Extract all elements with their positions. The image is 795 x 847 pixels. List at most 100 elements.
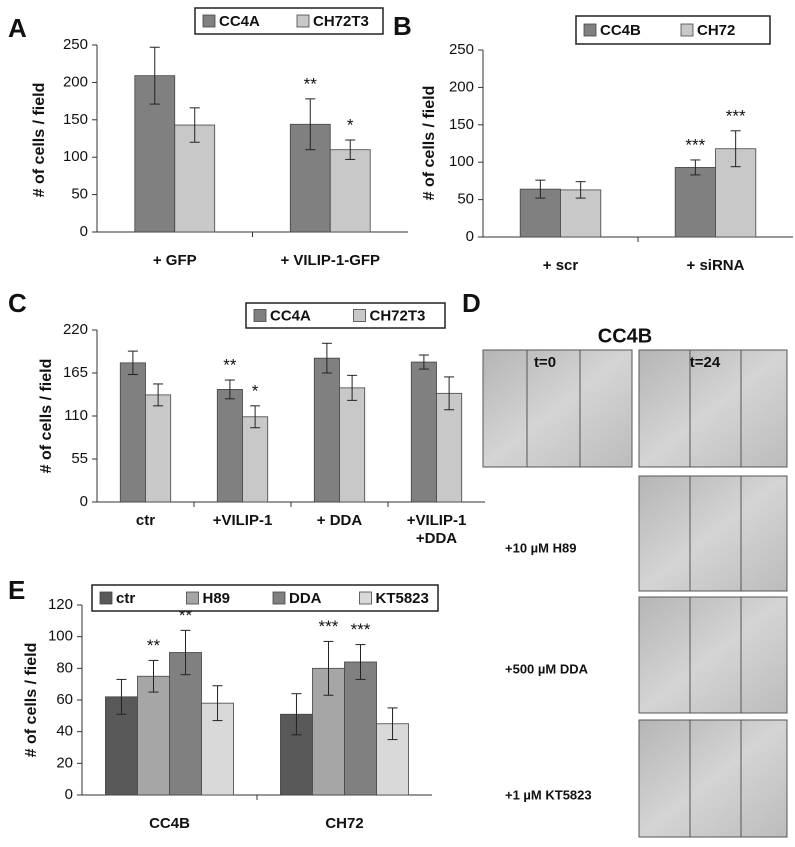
- error-bar: [212, 685, 223, 722]
- x-tick-label: +VILIP-1 +DDA: [406, 512, 467, 547]
- error-bar: [116, 678, 127, 715]
- error-bar: [127, 350, 138, 376]
- error-bar: [730, 130, 741, 168]
- y-axis-title: # of cells / field: [38, 359, 55, 474]
- bar: [137, 675, 170, 796]
- error-bar: [321, 342, 332, 374]
- y-tick-label: 60: [56, 691, 73, 708]
- bar: [313, 357, 340, 503]
- error-bar: [250, 405, 261, 429]
- error-bar: [153, 383, 164, 407]
- error-bar: [224, 379, 235, 400]
- legend-swatch: [253, 309, 267, 322]
- bar: [216, 389, 243, 503]
- error-bar: [387, 707, 398, 741]
- x-tick-label-box: ctr: [136, 512, 155, 529]
- y-tick-label: 120: [48, 596, 73, 613]
- panel-label: A: [8, 13, 27, 43]
- bar: [145, 394, 172, 503]
- significance-label: **: [147, 636, 161, 655]
- treatment-label: +10 µM H89: [505, 540, 576, 555]
- panel-d-title: CC4B: [598, 325, 652, 347]
- bar: [410, 361, 437, 503]
- x-tick-label-box: CH72: [325, 815, 364, 832]
- time-label: t=0: [534, 354, 556, 371]
- error-bar: [535, 179, 546, 199]
- x-tick-label: +VILIP-1: [212, 512, 273, 529]
- legend-swatch: [272, 591, 286, 605]
- x-tick-label-box: + DDA: [316, 512, 363, 529]
- x-tick-label: + siRNA: [686, 257, 745, 274]
- legend-label: CH72T3: [370, 307, 426, 324]
- y-tick-label: 80: [56, 659, 73, 676]
- bar: [436, 392, 463, 503]
- significance-label: ***: [685, 135, 705, 154]
- significance-label: **: [304, 74, 318, 93]
- x-tick-label-box: +VILIP-1: [212, 512, 273, 529]
- legend-box: [91, 584, 439, 612]
- error-bar: [149, 46, 160, 105]
- bar: [344, 661, 377, 796]
- bar: [119, 362, 146, 503]
- legend-label: ctr: [116, 590, 135, 607]
- legend-swatch: [202, 14, 216, 28]
- error-bar: [189, 107, 200, 143]
- significance-label: ***: [726, 106, 746, 125]
- significance-label: *: [347, 115, 354, 134]
- micrograph: [638, 475, 788, 592]
- y-tick-label: 220: [63, 321, 88, 338]
- legend-swatch: [359, 591, 372, 605]
- legend-label: H89: [203, 590, 231, 607]
- y-tick-label: 0: [65, 786, 73, 803]
- x-tick-label-box: + VILIP-1-GFP: [280, 252, 381, 269]
- bar: [329, 149, 371, 233]
- y-tick-label: 250: [449, 41, 474, 58]
- legend-box: [194, 7, 384, 35]
- legend-swatch: [353, 309, 366, 322]
- y-tick-label: 100: [449, 153, 474, 170]
- micrograph: [638, 349, 788, 468]
- treatment-label: +1 µM KT5823: [505, 787, 592, 802]
- legend-swatch: [99, 591, 113, 605]
- y-tick-label: 250: [63, 36, 88, 53]
- significance-label: *: [252, 381, 259, 400]
- error-bar: [355, 644, 366, 680]
- legend-label: CC4A: [219, 13, 260, 30]
- panel-label: C: [8, 288, 27, 318]
- micrograph: [482, 349, 633, 468]
- y-axis-title: # of cells / field: [31, 83, 48, 198]
- error-bar: [418, 354, 429, 370]
- y-tick-label: 165: [63, 364, 88, 381]
- error-bar: [148, 659, 159, 693]
- error-bar: [690, 159, 701, 176]
- legend-swatch: [296, 14, 310, 28]
- micrograph: [638, 719, 788, 838]
- x-tick-label-box: +VILIP-1 +DDA: [406, 512, 467, 547]
- legend-label: CC4B: [600, 22, 641, 39]
- y-tick-label: 20: [56, 754, 73, 771]
- micrograph: [638, 596, 788, 714]
- legend-label: CH72: [697, 22, 735, 39]
- x-tick-label: + GFP: [152, 252, 197, 269]
- significance-label: ***: [319, 617, 339, 636]
- x-tick-label: + DDA: [316, 512, 363, 529]
- y-tick-label: 0: [80, 223, 88, 240]
- x-tick-label-box: + GFP: [152, 252, 197, 269]
- bar: [674, 167, 716, 238]
- panel-label: B: [393, 11, 412, 41]
- legend-label: CH72T3: [313, 13, 369, 30]
- y-tick-label: 110: [64, 407, 88, 424]
- y-tick-label: 200: [449, 78, 474, 95]
- x-tick-label: CC4B: [149, 815, 190, 832]
- legend-box: [575, 15, 771, 45]
- y-axis-title: # of cells / field: [23, 643, 40, 758]
- legend-swatch: [583, 23, 597, 37]
- y-tick-label: 55: [71, 450, 88, 467]
- y-tick-label: 50: [457, 191, 474, 208]
- error-bar: [291, 693, 302, 736]
- x-tick-label: + VILIP-1-GFP: [280, 252, 381, 269]
- error-bar: [323, 640, 334, 696]
- y-tick-label: 200: [63, 73, 88, 90]
- x-tick-label: CH72: [325, 815, 364, 832]
